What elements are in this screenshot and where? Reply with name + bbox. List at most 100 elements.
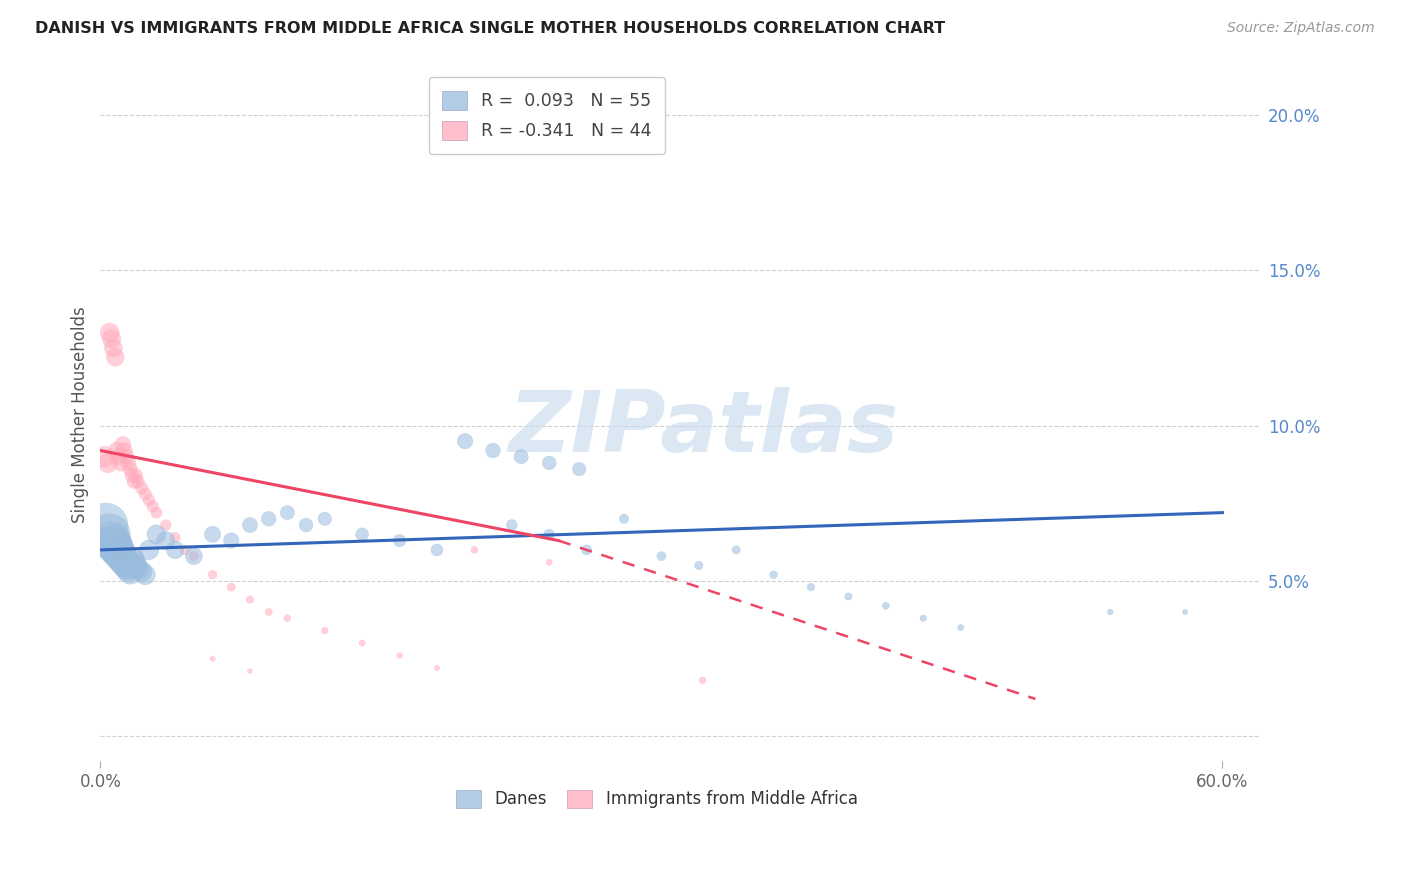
Point: [100, 533, 122, 548]
Point: [201, 651, 224, 665]
Point: [94, 518, 117, 533]
Point: [426, 661, 449, 675]
Point: [538, 555, 561, 569]
Point: [108, 450, 131, 464]
Point: [482, 443, 505, 458]
Point: [100, 332, 122, 346]
Point: [295, 518, 318, 533]
Point: [173, 542, 195, 557]
Point: [165, 531, 187, 545]
Point: [117, 456, 139, 470]
Point: [538, 527, 561, 541]
Point: [155, 533, 177, 548]
Point: [800, 580, 823, 594]
Point: [352, 636, 374, 650]
Point: [650, 549, 672, 563]
Point: [912, 611, 935, 625]
Point: [115, 450, 138, 464]
Point: [114, 555, 136, 569]
Point: [125, 558, 148, 573]
Point: [103, 341, 125, 355]
Point: [111, 552, 134, 566]
Point: [114, 443, 136, 458]
Point: [501, 518, 523, 533]
Point: [120, 462, 142, 476]
Point: [510, 450, 533, 464]
Legend: Danes, Immigrants from Middle Africa: Danes, Immigrants from Middle Africa: [450, 783, 865, 815]
Point: [105, 542, 128, 557]
Point: [145, 506, 167, 520]
Point: [117, 561, 139, 575]
Point: [239, 518, 262, 533]
Point: [725, 542, 748, 557]
Text: Source: ZipAtlas.com: Source: ZipAtlas.com: [1227, 21, 1375, 35]
Point: [388, 533, 411, 548]
Point: [134, 567, 156, 582]
Point: [201, 527, 224, 541]
Point: [104, 351, 127, 365]
Point: [454, 434, 477, 449]
Point: [762, 567, 785, 582]
Point: [125, 468, 148, 483]
Point: [104, 540, 127, 554]
Point: [219, 533, 242, 548]
Point: [131, 565, 153, 579]
Point: [127, 475, 149, 489]
Point: [613, 512, 636, 526]
Point: [463, 542, 485, 557]
Point: [121, 468, 143, 483]
Point: [108, 546, 131, 560]
Point: [183, 549, 205, 563]
Point: [134, 487, 156, 501]
Point: [201, 567, 224, 582]
Point: [314, 512, 336, 526]
Point: [314, 624, 336, 638]
Point: [692, 673, 714, 688]
Point: [105, 443, 128, 458]
Point: [110, 549, 132, 563]
Point: [103, 537, 125, 551]
Point: [426, 542, 449, 557]
Point: [183, 549, 205, 563]
Point: [111, 549, 134, 563]
Point: [122, 475, 145, 489]
Point: [538, 456, 561, 470]
Point: [121, 552, 143, 566]
Point: [115, 558, 138, 573]
Point: [138, 493, 160, 508]
Point: [1174, 605, 1197, 619]
Point: [138, 542, 160, 557]
Point: [97, 456, 120, 470]
Point: [104, 533, 127, 548]
Point: [837, 590, 859, 604]
Point: [463, 133, 485, 147]
Point: [276, 506, 298, 520]
Point: [352, 527, 374, 541]
Point: [257, 512, 280, 526]
Point: [108, 542, 131, 557]
Point: [239, 592, 262, 607]
Point: [875, 599, 897, 613]
Point: [98, 527, 121, 541]
Point: [575, 542, 598, 557]
Point: [145, 527, 167, 541]
Point: [219, 580, 242, 594]
Point: [568, 462, 591, 476]
Point: [127, 561, 149, 575]
Point: [111, 437, 134, 451]
Point: [155, 518, 177, 533]
Point: [257, 605, 280, 619]
Text: DANISH VS IMMIGRANTS FROM MIDDLE AFRICA SINGLE MOTHER HOUSEHOLDS CORRELATION CHA: DANISH VS IMMIGRANTS FROM MIDDLE AFRICA …: [35, 21, 945, 36]
Point: [276, 611, 298, 625]
Point: [98, 326, 121, 340]
Y-axis label: Single Mother Households: Single Mother Households: [72, 307, 89, 524]
Point: [688, 558, 710, 573]
Point: [388, 648, 411, 663]
Point: [142, 500, 165, 514]
Point: [131, 481, 153, 495]
Point: [120, 565, 142, 579]
Point: [93, 450, 115, 464]
Point: [239, 664, 262, 678]
Point: [165, 542, 187, 557]
Text: ZIPatlas: ZIPatlas: [508, 387, 898, 470]
